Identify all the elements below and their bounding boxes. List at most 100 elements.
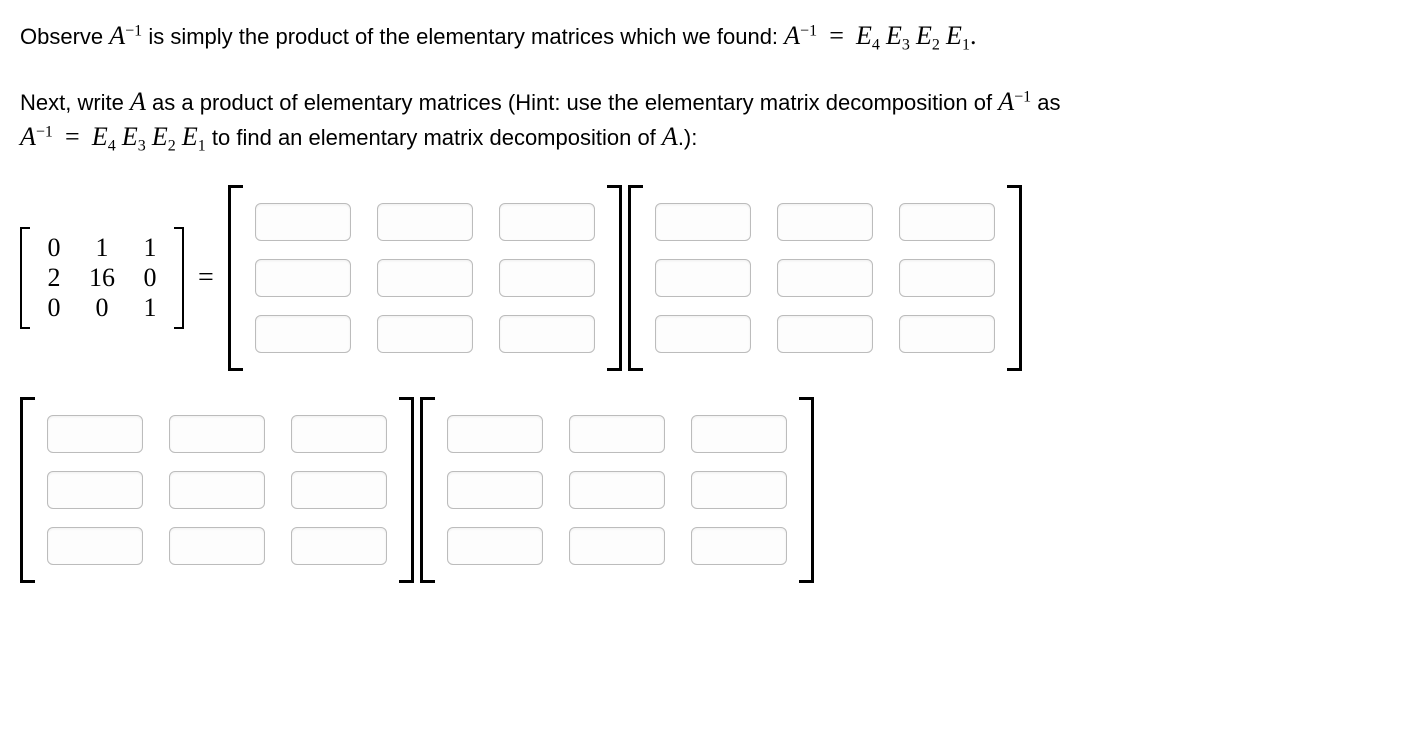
lhs-cell: 0 — [88, 293, 116, 323]
lhs-cell: 0 — [40, 293, 68, 323]
input-matrix-2 — [628, 185, 1022, 371]
matrix-grid — [643, 185, 1007, 371]
text: as — [1037, 90, 1060, 115]
math-E: E — [916, 21, 932, 50]
matrix-2-cell-0-2[interactable] — [899, 203, 995, 241]
math-A: A — [662, 122, 678, 151]
matrix-1-cell-1-1[interactable] — [377, 259, 473, 297]
text: to find an elementary matrix decompositi… — [212, 125, 662, 150]
math-eq: = — [59, 122, 86, 151]
math-sub-2: 2 — [932, 36, 940, 53]
math-eq: = — [823, 21, 850, 50]
math-E: E — [182, 122, 198, 151]
matrix-3-cell-0-1[interactable] — [169, 415, 265, 453]
left-bracket-icon — [20, 397, 35, 583]
math-E: E — [152, 122, 168, 151]
math-E: E — [856, 21, 872, 50]
math-sub-4: 4 — [108, 137, 116, 154]
math-dot: . — [970, 21, 977, 50]
lhs-col-0: 0 2 0 — [30, 227, 78, 329]
math-sub-1: 1 — [962, 36, 970, 53]
matrix-4-cell-0-2[interactable] — [691, 415, 787, 453]
lhs-cell: 1 — [136, 293, 164, 323]
matrix-3-cell-0-2[interactable] — [291, 415, 387, 453]
equals-sign: = — [190, 262, 222, 294]
matrix-4-cell-2-0[interactable] — [447, 527, 543, 565]
equation-row: 0 2 0 1 16 0 1 0 1 = — [20, 185, 1390, 583]
lhs-cell: 2 — [40, 263, 68, 293]
math-E: E — [946, 21, 962, 50]
right-bracket-icon — [174, 227, 184, 329]
lhs-cell: 0 — [40, 233, 68, 263]
matrix-1-cell-0-2[interactable] — [499, 203, 595, 241]
matrix-3-cell-1-0[interactable] — [47, 471, 143, 509]
matrix-1-cell-2-1[interactable] — [377, 315, 473, 353]
matrix-1-cell-0-0[interactable] — [255, 203, 351, 241]
left-bracket-icon — [628, 185, 643, 371]
matrix-3-cell-1-1[interactable] — [169, 471, 265, 509]
lhs-col-1: 1 16 0 — [78, 227, 126, 329]
matrix-4-cell-2-1[interactable] — [569, 527, 665, 565]
matrix-4-cell-1-1[interactable] — [569, 471, 665, 509]
math-sup-neg1: −1 — [1014, 89, 1031, 106]
matrix-3-cell-2-0[interactable] — [47, 527, 143, 565]
text: is simply the product of the elementary … — [148, 24, 784, 49]
math-sub-4: 4 — [872, 36, 880, 53]
right-bracket-icon — [607, 185, 622, 371]
left-bracket-icon — [228, 185, 243, 371]
matrix-3-cell-1-2[interactable] — [291, 471, 387, 509]
math-sub-2: 2 — [168, 137, 176, 154]
left-bracket-icon — [420, 397, 435, 583]
math-A: A — [998, 87, 1014, 116]
input-matrix-4 — [420, 397, 814, 583]
right-bracket-icon — [799, 397, 814, 583]
matrix-2-cell-2-1[interactable] — [777, 315, 873, 353]
matrix-grid — [435, 397, 799, 583]
math-sub-1: 1 — [198, 137, 206, 154]
math-A: A — [784, 21, 800, 50]
matrix-2-cell-1-2[interactable] — [899, 259, 995, 297]
matrix-1-cell-1-2[interactable] — [499, 259, 595, 297]
matrix-4-cell-2-2[interactable] — [691, 527, 787, 565]
matrix-4-cell-1-0[interactable] — [447, 471, 543, 509]
matrix-4-cell-0-1[interactable] — [569, 415, 665, 453]
paragraph-observe: Observe A−1 is simply the product of the… — [20, 18, 1390, 56]
lhs-cell: 0 — [136, 263, 164, 293]
matrix-4-cell-0-0[interactable] — [447, 415, 543, 453]
right-bracket-icon — [1007, 185, 1022, 371]
matrix-1-cell-2-0[interactable] — [255, 315, 351, 353]
math-A: A — [130, 87, 146, 116]
text: .): — [678, 125, 698, 150]
matrix-1-cell-2-2[interactable] — [499, 315, 595, 353]
matrix-2-cell-1-1[interactable] — [777, 259, 873, 297]
matrix-3-cell-2-2[interactable] — [291, 527, 387, 565]
input-matrix-3 — [20, 397, 414, 583]
matrix-4-cell-1-2[interactable] — [691, 471, 787, 509]
page: Observe A−1 is simply the product of the… — [0, 0, 1410, 601]
matrix-2-cell-0-1[interactable] — [777, 203, 873, 241]
matrix-grid — [243, 185, 607, 371]
text: Next, write — [20, 90, 130, 115]
matrix-3-cell-0-0[interactable] — [47, 415, 143, 453]
text: as a product of elementary matrices (Hin… — [152, 90, 998, 115]
math-E: E — [886, 21, 902, 50]
lhs-cell: 1 — [136, 233, 164, 263]
lhs-col-2: 1 0 1 — [126, 227, 174, 329]
matrix-grid — [35, 397, 399, 583]
math-sup-neg1: −1 — [36, 124, 53, 141]
matrix-1-cell-1-0[interactable] — [255, 259, 351, 297]
math-sub-3: 3 — [902, 36, 910, 53]
matrix-2-cell-1-0[interactable] — [655, 259, 751, 297]
matrix-2-cell-0-0[interactable] — [655, 203, 751, 241]
matrix-3-cell-2-1[interactable] — [169, 527, 265, 565]
math-sub-3: 3 — [138, 137, 146, 154]
lhs-cell: 1 — [88, 233, 116, 263]
matrix-2-cell-2-0[interactable] — [655, 315, 751, 353]
input-matrix-1 — [228, 185, 622, 371]
math-A: A — [109, 21, 125, 50]
lhs-matrix: 0 2 0 1 16 0 1 0 1 — [20, 227, 184, 329]
paragraph-prompt: Next, write A as a product of elementary… — [20, 84, 1390, 157]
matrix-1-cell-0-1[interactable] — [377, 203, 473, 241]
math-E: E — [92, 122, 108, 151]
matrix-2-cell-2-2[interactable] — [899, 315, 995, 353]
